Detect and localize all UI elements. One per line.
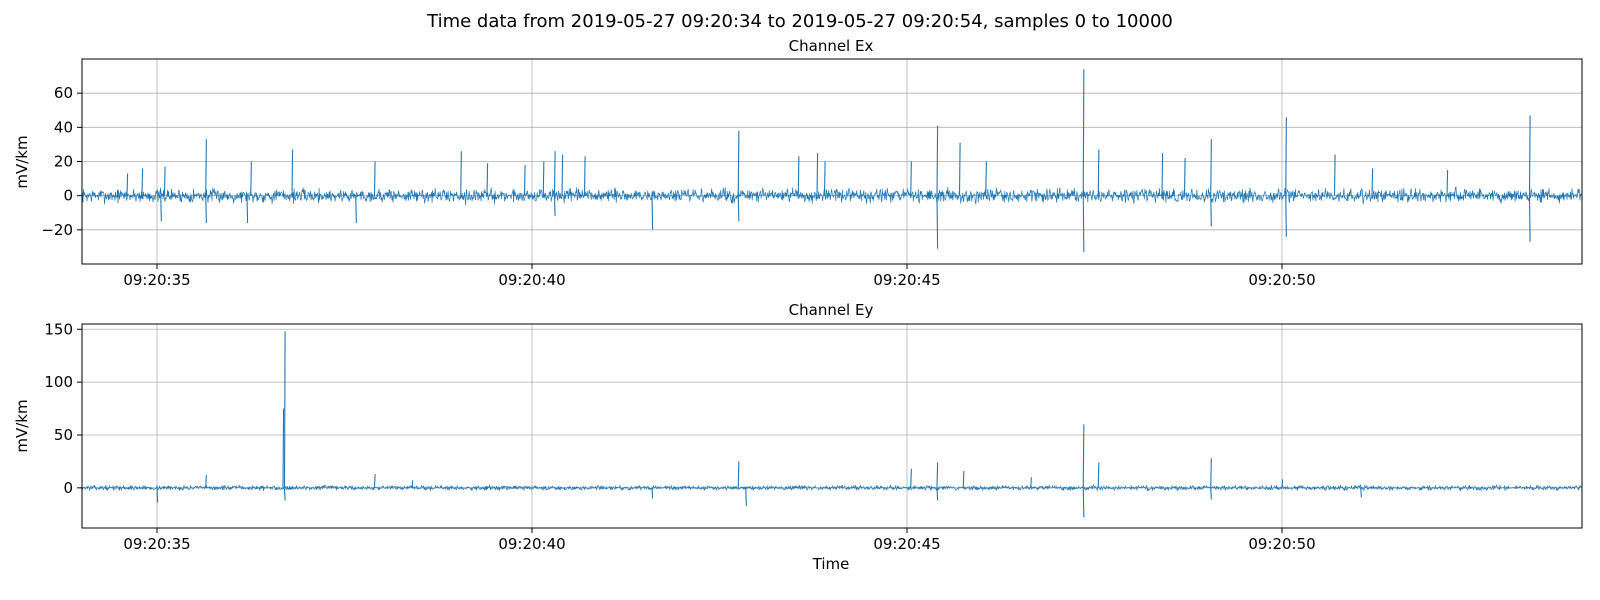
signal-spike bbox=[205, 139, 207, 196]
y-tick-label: 20 bbox=[54, 153, 73, 171]
signal-spike bbox=[1371, 168, 1374, 196]
signal-spike bbox=[283, 331, 286, 488]
signal-line bbox=[82, 484, 1582, 492]
signal-spike bbox=[936, 125, 939, 196]
signal-spike bbox=[553, 195, 556, 217]
subplot-ex: Channel Ex mV/km 09:20:35 09:20:40 09:20:4… bbox=[13, 37, 1583, 289]
signal-spike bbox=[1210, 458, 1212, 488]
signal-spike bbox=[936, 487, 939, 501]
signal-spike bbox=[1161, 152, 1164, 196]
signal-spike bbox=[283, 487, 286, 501]
y-axis-label-ey: mV/km bbox=[13, 399, 31, 452]
signal-spike bbox=[291, 149, 294, 196]
figure-title: Time data from 2019-05-27 09:20:34 to 20… bbox=[426, 11, 1173, 32]
signal-spike bbox=[985, 161, 987, 196]
signal-spike bbox=[1281, 479, 1284, 488]
x-tick-label: 09:20:50 bbox=[1248, 271, 1315, 289]
signal-spike bbox=[1082, 69, 1085, 196]
x-tick-label: 09:20:35 bbox=[123, 271, 190, 289]
signal-spike bbox=[355, 195, 357, 224]
signal-spike bbox=[910, 161, 912, 196]
x-axis-label-ey: Time bbox=[812, 555, 850, 573]
x-tick-label: 09:20:45 bbox=[873, 535, 940, 553]
signal-spike bbox=[542, 161, 545, 196]
signal-spike bbox=[737, 461, 740, 488]
signal-spike bbox=[910, 468, 912, 488]
signal-spike bbox=[411, 480, 414, 488]
y-tick-label: 150 bbox=[44, 320, 73, 338]
signal-spike bbox=[163, 166, 166, 196]
signal-spike bbox=[460, 151, 462, 196]
signal-spike bbox=[1082, 424, 1085, 488]
signal-spike bbox=[1082, 487, 1085, 518]
signal-spike bbox=[651, 195, 654, 230]
signal-spike bbox=[1210, 139, 1212, 196]
signal-spike bbox=[1285, 195, 1287, 237]
signal-spike bbox=[823, 161, 826, 196]
signal-spike bbox=[246, 195, 249, 224]
y-tick-label: 40 bbox=[54, 118, 73, 136]
y-tick-label: 100 bbox=[44, 373, 73, 391]
signal-spike bbox=[936, 195, 939, 249]
signal-spike bbox=[561, 154, 564, 196]
y-axis-label-ex: mV/km bbox=[13, 135, 31, 188]
signal-spike bbox=[523, 164, 526, 196]
signal-spike bbox=[126, 173, 129, 196]
signal-spike bbox=[1082, 195, 1085, 253]
y-tick-label: 0 bbox=[63, 479, 73, 497]
signal-spike bbox=[737, 195, 740, 222]
signal-spike bbox=[553, 151, 556, 196]
x-tick-label: 09:20:40 bbox=[498, 535, 565, 553]
signal-spike bbox=[797, 156, 800, 196]
signal-line bbox=[82, 186, 1582, 205]
plot-area-ex: 09:20:35 09:20:40 09:20:45 09:20:50 −20 0 20 40… bbox=[41, 58, 1583, 289]
plot-area-ey: 09:20:35 09:20:40 09:20:45 09:20:50 0 50 100 15… bbox=[44, 320, 1583, 553]
signal-spike bbox=[1285, 117, 1287, 196]
signal-spike bbox=[651, 487, 654, 499]
signal-spike bbox=[1333, 154, 1336, 196]
signal-spike bbox=[737, 130, 740, 196]
y-tick-label: 60 bbox=[54, 84, 73, 102]
subplot-title-ex: Channel Ex bbox=[789, 37, 874, 55]
signal-spike bbox=[1183, 158, 1186, 196]
subplot-title-ey: Channel Ey bbox=[789, 301, 874, 319]
signal-spike bbox=[1528, 115, 1531, 196]
signal-spike bbox=[1528, 195, 1531, 242]
signal-spike bbox=[250, 161, 252, 196]
x-tick-label: 09:20:40 bbox=[498, 271, 565, 289]
signal-spike bbox=[1030, 477, 1032, 488]
signal-spike bbox=[141, 168, 144, 196]
signal-spike bbox=[1210, 487, 1212, 500]
signal-spike bbox=[1210, 195, 1212, 227]
y-tick-label: 0 bbox=[63, 187, 73, 205]
y-tick-label: −20 bbox=[41, 221, 73, 239]
signal-spike bbox=[205, 195, 207, 224]
y-tick-label: 50 bbox=[54, 426, 73, 444]
subplot-ey: Channel Ey mV/km Time 09:20:35 09:20:40 09… bbox=[13, 301, 1583, 573]
signal-spike bbox=[1360, 487, 1362, 498]
signal-spike bbox=[583, 156, 586, 196]
signal-spike bbox=[373, 161, 376, 196]
signal-spike bbox=[962, 470, 965, 488]
signal-spike bbox=[958, 142, 961, 196]
signal-spike bbox=[373, 474, 376, 488]
signal-spike bbox=[1097, 462, 1100, 488]
signal-spike bbox=[936, 462, 939, 488]
signal-spike bbox=[160, 195, 162, 222]
axes-frame bbox=[81, 323, 1583, 529]
signal-spike bbox=[1446, 170, 1449, 196]
signal-spike bbox=[205, 475, 207, 488]
x-tick-label: 09:20:35 bbox=[123, 535, 190, 553]
signal-spike bbox=[486, 163, 489, 196]
signal-spike bbox=[816, 152, 819, 196]
x-tick-label: 09:20:45 bbox=[873, 271, 940, 289]
signal-spike bbox=[156, 487, 159, 503]
signal-spike bbox=[745, 487, 747, 506]
x-tick-label: 09:20:50 bbox=[1248, 535, 1315, 553]
signal-spike bbox=[282, 408, 285, 488]
signal-spike bbox=[1097, 149, 1100, 196]
